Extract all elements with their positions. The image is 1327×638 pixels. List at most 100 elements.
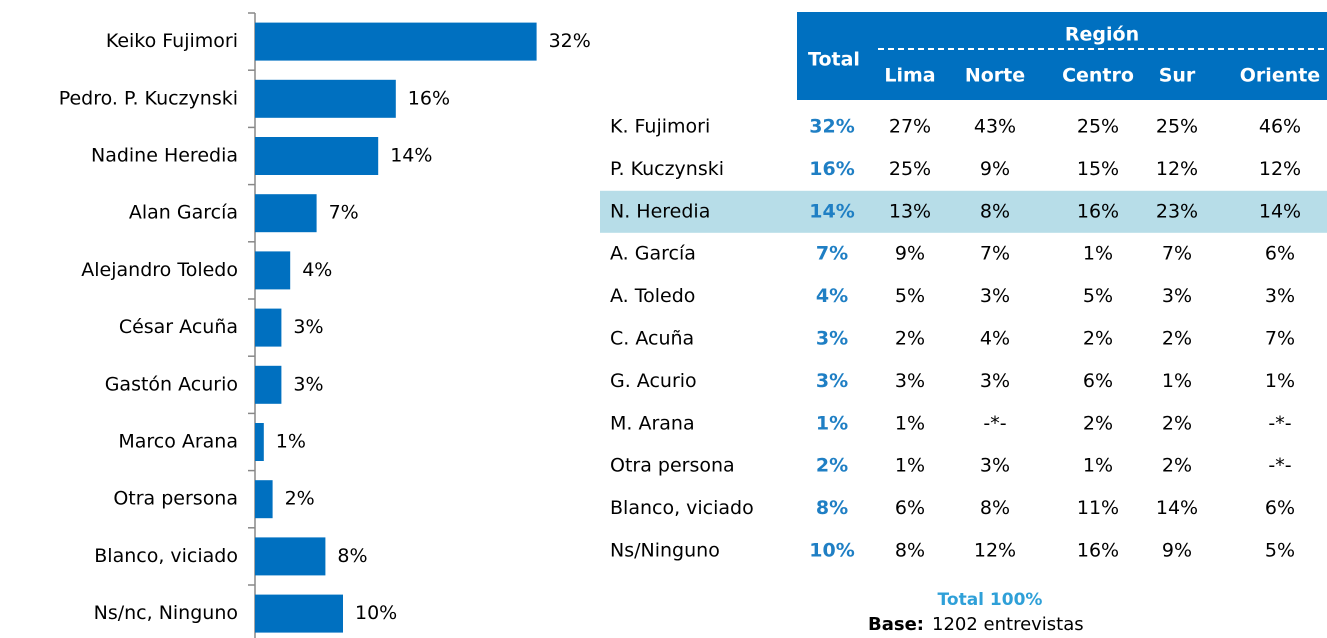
cell: 2%	[1162, 412, 1192, 434]
cell: 3%	[980, 370, 1010, 392]
cell: 13%	[889, 200, 931, 222]
total-header: Total	[808, 49, 860, 71]
footer-total: Total 100%	[938, 590, 1043, 610]
cell: 6%	[895, 497, 925, 519]
category-label: Gastón Acurio	[105, 373, 238, 395]
cell: 1%	[1162, 370, 1192, 392]
total-cell: 8%	[816, 497, 848, 519]
bar	[255, 22, 537, 61]
total-cell: 3%	[816, 370, 848, 392]
category-label: Pedro. P. Kuczynski	[59, 87, 238, 109]
bar	[255, 537, 326, 576]
category-label: Alejandro Toledo	[81, 259, 238, 281]
column-header: Norte	[965, 65, 1025, 87]
cell: 7%	[980, 243, 1010, 265]
cell: 25%	[1077, 116, 1119, 138]
cell: 12%	[974, 540, 1016, 562]
value-label: 14%	[390, 145, 432, 167]
cell: 11%	[1077, 497, 1119, 519]
category-label: Keiko Fujimori	[106, 30, 238, 52]
row-highlight	[600, 190, 1327, 233]
cell: 8%	[895, 540, 925, 562]
cell: 1%	[1083, 455, 1113, 477]
cell: 1%	[895, 412, 925, 434]
cell: 3%	[980, 285, 1010, 307]
row-label: C. Acuña	[610, 328, 694, 350]
value-label: 7%	[329, 202, 359, 224]
total-cell: 1%	[816, 412, 848, 434]
cell: 2%	[1162, 455, 1192, 477]
cell: -*-	[983, 412, 1006, 434]
category-label: Otra persona	[113, 488, 238, 510]
cell: 43%	[974, 116, 1016, 138]
cell: 25%	[889, 158, 931, 180]
value-label: 8%	[337, 545, 367, 567]
cell: 9%	[1162, 540, 1192, 562]
category-label: Blanco, viciado	[94, 545, 238, 567]
cell: 8%	[980, 497, 1010, 519]
cell: 2%	[1083, 412, 1113, 434]
group-header: Región	[1065, 24, 1139, 46]
bar	[255, 480, 273, 519]
bar	[255, 194, 317, 233]
cell: 7%	[1265, 328, 1295, 350]
column-header: Oriente	[1240, 65, 1320, 87]
category-label: Marco Arana	[118, 431, 238, 453]
cell: 6%	[1265, 243, 1295, 265]
cell: 9%	[895, 243, 925, 265]
value-label: 3%	[293, 316, 323, 338]
cell: 3%	[895, 370, 925, 392]
bar	[255, 137, 379, 175]
cell: -*-	[1268, 455, 1291, 477]
value-label: 16%	[408, 87, 450, 109]
cell: 1%	[1265, 370, 1295, 392]
row-label: G. Acurio	[610, 370, 697, 392]
cell: 12%	[1259, 158, 1301, 180]
cell: 14%	[1156, 497, 1198, 519]
category-label: Nadine Heredia	[91, 145, 238, 167]
row-label: P. Kuczynski	[610, 158, 724, 180]
cell: 8%	[980, 200, 1010, 222]
cell: 5%	[1083, 285, 1113, 307]
total-cell: 7%	[816, 243, 848, 265]
cell: 16%	[1077, 540, 1119, 562]
row-label: Ns/Ninguno	[610, 540, 720, 562]
row-label: A. Toledo	[610, 285, 695, 307]
cell: 2%	[1083, 328, 1113, 350]
row-label: Otra persona	[610, 455, 735, 477]
cell: 5%	[1265, 540, 1295, 562]
cell: 46%	[1259, 116, 1301, 138]
total-cell: 32%	[809, 116, 854, 138]
value-label: 1%	[276, 431, 306, 453]
cell: 3%	[1162, 285, 1192, 307]
total-cell: 2%	[816, 455, 848, 477]
row-label: N. Heredia	[610, 200, 710, 222]
cell: 6%	[1265, 497, 1295, 519]
column-header: Sur	[1159, 65, 1196, 87]
row-label: M. Arana	[610, 412, 695, 434]
total-cell: 4%	[816, 285, 848, 307]
cell: 23%	[1156, 200, 1198, 222]
cell: 4%	[980, 328, 1010, 350]
value-label: 2%	[285, 488, 315, 510]
total-cell: 16%	[809, 158, 854, 180]
cell: 15%	[1077, 158, 1119, 180]
cell: 1%	[895, 455, 925, 477]
cell: 9%	[980, 158, 1010, 180]
cell: 6%	[1083, 370, 1113, 392]
cell: 14%	[1259, 200, 1301, 222]
bar	[255, 594, 343, 633]
value-label: 32%	[549, 30, 591, 52]
cell: 27%	[889, 116, 931, 138]
cell: 3%	[980, 455, 1010, 477]
bar	[255, 365, 282, 404]
bar	[255, 79, 396, 118]
row-label: K. Fujimori	[610, 116, 710, 138]
cell: -*-	[1268, 412, 1291, 434]
column-header: Lima	[884, 65, 935, 87]
bar	[255, 308, 282, 347]
bar	[255, 423, 264, 461]
value-label: 3%	[293, 373, 323, 395]
category-label: César Acuña	[119, 316, 238, 338]
